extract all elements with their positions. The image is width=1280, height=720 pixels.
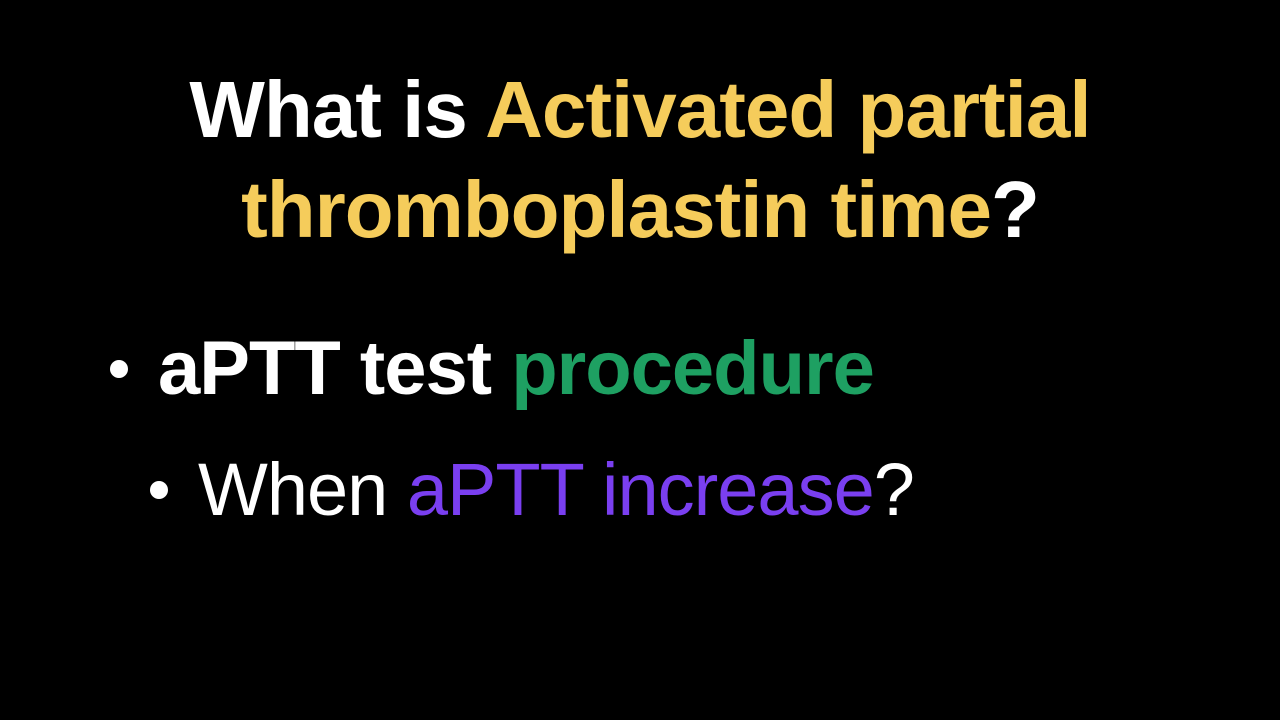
bullet-item-1: aPTT test procedure — [110, 325, 1210, 412]
title-text-question: ? — [991, 165, 1039, 254]
bullet-text-2: When aPTT increase? — [198, 447, 914, 532]
bullet-text-1: aPTT test procedure — [158, 325, 874, 412]
bullet-marker-icon — [150, 481, 168, 499]
bullet-2-part-3: ? — [874, 448, 914, 531]
title-section: What is Activated partial thromboplastin… — [70, 60, 1210, 260]
title-text-prefix: What is — [189, 65, 485, 154]
bullet-1-part-1: aPTT test — [158, 326, 511, 411]
bullet-item-2: When aPTT increase? — [110, 447, 1210, 532]
bullet-1-part-2: procedure — [511, 326, 874, 411]
bullet-2-part-2: aPTT increase — [407, 448, 874, 531]
title-text-highlight-2: thromboplastin time — [241, 165, 991, 254]
bullet-marker-icon — [110, 360, 128, 378]
title-text-highlight-1: Activated partial — [485, 65, 1090, 154]
bullet-list: aPTT test procedure When aPTT increase? — [70, 325, 1210, 567]
title-line-1: What is Activated partial — [70, 60, 1210, 160]
title-line-2: thromboplastin time? — [70, 160, 1210, 260]
bullet-2-part-1: When — [198, 448, 407, 531]
